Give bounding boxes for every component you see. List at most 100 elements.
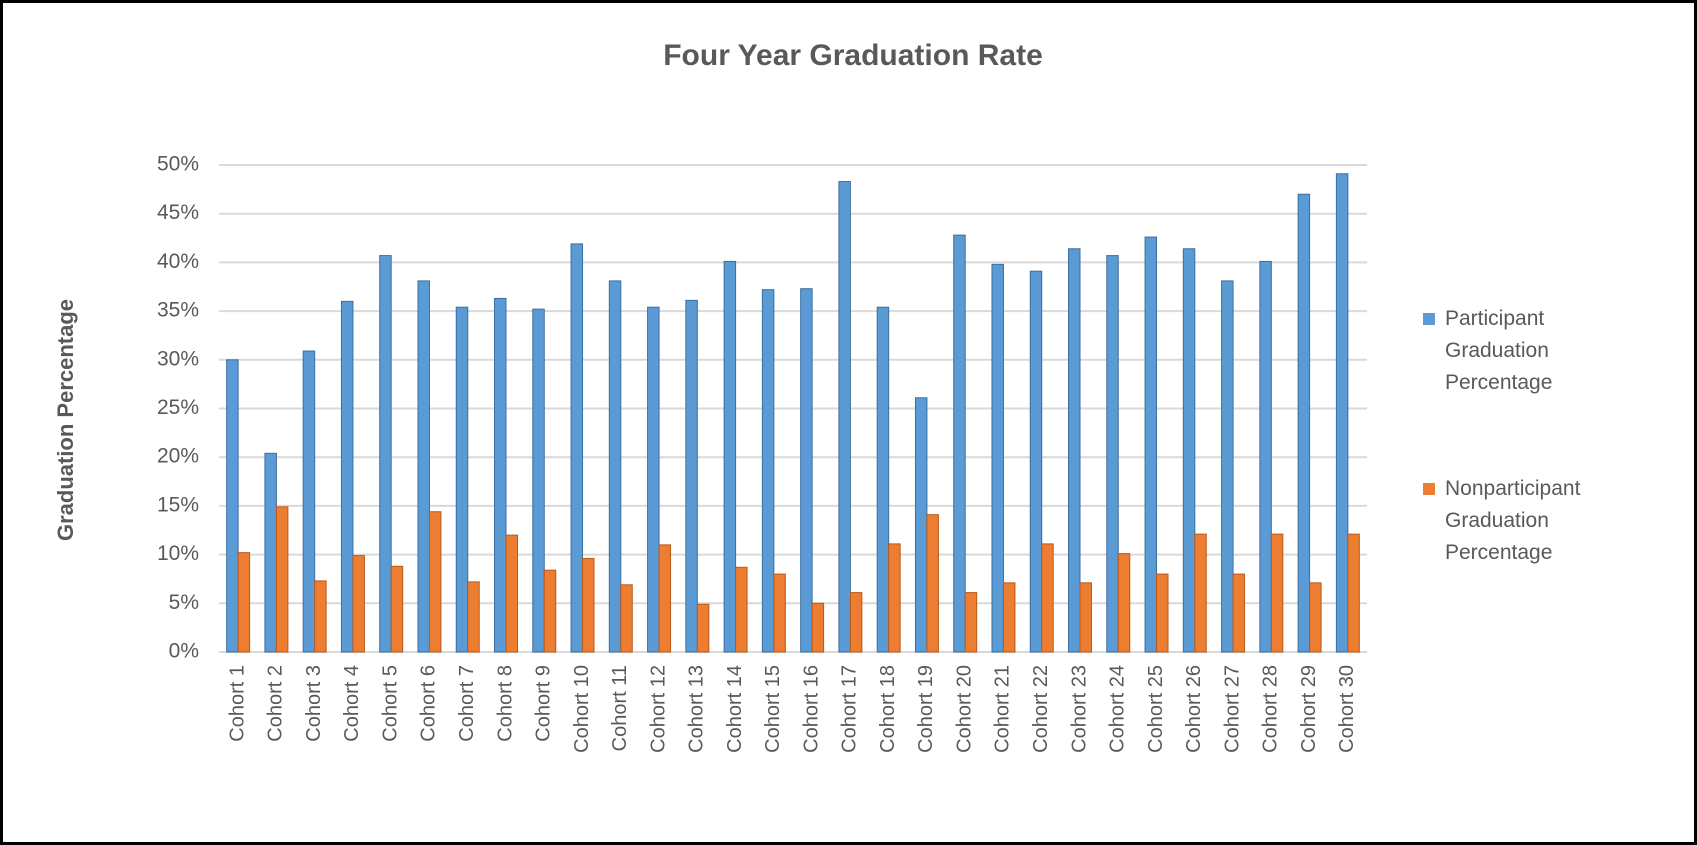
x-tick-label: Cohort 3 [303, 665, 325, 742]
bar [1194, 533, 1207, 653]
y-tick-label: 10% [157, 542, 199, 565]
bar [685, 299, 698, 653]
x-tick-label: Cohort 17 [839, 665, 861, 753]
bar [1309, 582, 1322, 653]
bar [1297, 193, 1311, 653]
bar [800, 288, 813, 653]
y-tick-label: 50% [157, 153, 199, 176]
bar [735, 566, 748, 653]
x-tick-label: Cohort 20 [953, 665, 975, 753]
bar [264, 452, 277, 653]
legend-item: Nonparticipant Graduation Percentage [1423, 473, 1623, 569]
x-tick-label: Cohort 18 [877, 665, 899, 753]
bar [505, 534, 518, 653]
x-tick-label: Cohort 24 [1107, 665, 1129, 753]
x-tick-label: Cohort 26 [1183, 665, 1205, 753]
x-tick-label: Cohort 22 [1030, 665, 1052, 753]
y-tick-label: 5% [169, 591, 199, 614]
y-tick-label: 40% [157, 250, 199, 273]
bar [608, 280, 622, 653]
bar [1156, 573, 1169, 653]
y-tick-label: 20% [157, 445, 199, 468]
bar [237, 552, 251, 653]
x-tick-label: Cohort 5 [379, 665, 401, 742]
y-tick-label: 45% [157, 201, 199, 224]
x-tick-label: Cohort 23 [1068, 665, 1090, 753]
bar [1221, 280, 1234, 653]
x-tick-label: Cohort 9 [533, 665, 555, 742]
bar [226, 359, 239, 653]
legend-label: Participant Graduation Percentage [1445, 307, 1553, 394]
bar [1144, 236, 1158, 653]
x-tick-label: Cohort 8 [494, 665, 516, 742]
bar [811, 602, 825, 653]
x-tick-label: Cohort 16 [800, 665, 822, 753]
bar [658, 544, 672, 653]
bar [582, 557, 595, 653]
bar [455, 306, 469, 653]
y-axis-label: Graduation Percentage [53, 299, 78, 541]
x-tick-label: Cohort 7 [456, 665, 478, 742]
x-tick-label: Cohort 28 [1260, 665, 1282, 753]
x-tick-label: Cohort 2 [265, 665, 287, 742]
y-tick-label: 0% [169, 640, 199, 663]
bar [543, 569, 557, 653]
x-tick-label: Cohort 29 [1298, 665, 1320, 753]
bar [340, 300, 354, 653]
x-tick-label: Cohort 12 [647, 665, 669, 753]
chart: Four Year Graduation Rate Graduation Per… [53, 39, 1367, 753]
x-tick-label: Cohort 13 [686, 665, 708, 753]
bar [1347, 533, 1360, 653]
bar [1041, 543, 1054, 653]
bar [1182, 248, 1196, 653]
y-tick-label: 30% [157, 347, 199, 370]
x-tick-label: Cohort 11 [609, 665, 631, 751]
chart-title: Four Year Graduation Rate [663, 39, 1043, 72]
bar [926, 514, 939, 653]
bar [314, 580, 327, 653]
y-tick-label: 25% [157, 396, 199, 419]
bar [696, 603, 710, 653]
bar [838, 181, 851, 653]
legend-swatch [1423, 483, 1435, 495]
bar [467, 581, 480, 653]
bar [1002, 582, 1016, 653]
bar [888, 543, 901, 653]
x-tick-label: Cohort 21 [992, 665, 1014, 753]
bar [1232, 573, 1246, 653]
bar [1068, 248, 1081, 653]
bar [761, 289, 775, 653]
bar [723, 260, 737, 653]
x-tick-label: Cohort 19 [915, 665, 937, 753]
bar [914, 397, 928, 653]
bar [417, 280, 430, 653]
bar [991, 263, 1004, 653]
x-tick-label: Cohort 4 [341, 665, 363, 742]
bar [532, 308, 545, 653]
y-tick-label: 15% [157, 493, 199, 516]
x-tick-label: Cohort 10 [571, 665, 593, 753]
x-tick-label: Cohort 15 [762, 665, 784, 753]
bar [1335, 173, 1349, 653]
bar [953, 234, 966, 653]
bar [964, 592, 978, 653]
bar [849, 592, 863, 653]
bar [1106, 255, 1119, 653]
x-tick-label: Cohort 6 [418, 665, 440, 742]
bar [428, 511, 442, 653]
x-tick-label: Cohort 25 [1145, 665, 1167, 753]
bar [379, 255, 392, 653]
bar [275, 506, 289, 653]
legend-item: Participant Graduation Percentage [1423, 303, 1623, 399]
bar [647, 306, 660, 653]
bar [1117, 553, 1131, 653]
bar [1079, 582, 1092, 653]
x-tick-label: Cohort 27 [1221, 665, 1243, 753]
bar [570, 243, 584, 653]
x-tick-label: Cohort 14 [724, 665, 746, 753]
bar [1270, 533, 1284, 653]
bar [773, 573, 786, 653]
legend-label: Nonparticipant Graduation Percentage [1445, 477, 1581, 564]
bar [876, 306, 890, 653]
